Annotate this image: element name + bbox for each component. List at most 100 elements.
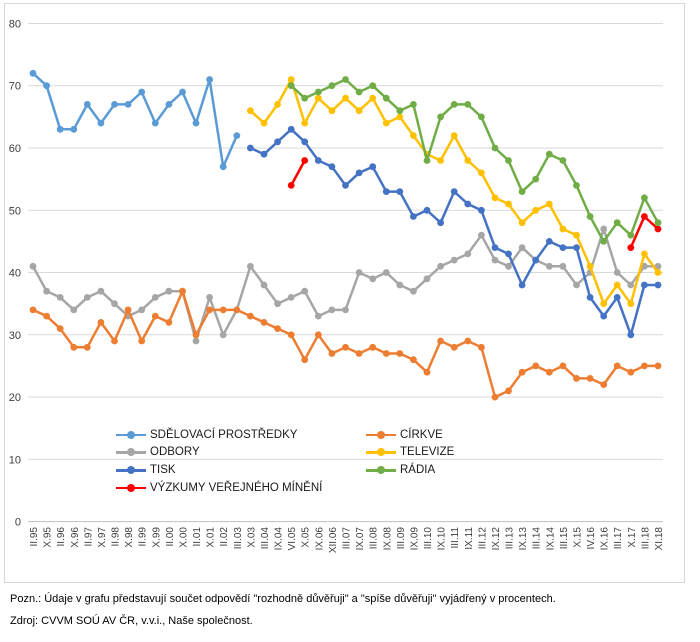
legend-item-radia: RÁDIA xyxy=(366,461,454,479)
series-point-sdelovaci-prostredky-X.97 xyxy=(97,119,105,127)
series-point-sdelovaci-prostredky-X.00 xyxy=(179,88,186,96)
series-point-odbory-IX.04 xyxy=(274,300,281,308)
series-point-televize-XI.18 xyxy=(654,269,662,276)
series-point-sdelovaci-prostredky-X.01 xyxy=(206,76,214,83)
x-tick-label-III.14: III.14 xyxy=(532,527,543,550)
legend-item-tisk: TISK xyxy=(116,461,322,479)
x-tick-label-IX.07: IX.07 xyxy=(355,527,366,551)
series-point-tisk-IX.16 xyxy=(600,312,608,320)
series-point-cirkve-II.96 xyxy=(56,325,64,332)
series-point-tisk-IX.08 xyxy=(382,188,390,196)
series-point-televize-VI.05 xyxy=(287,76,295,83)
series-point-sdelovaci-prostredky-II.01 xyxy=(192,119,200,127)
y-tick-label-20: 20 xyxy=(9,392,21,404)
series-point-radia-IX.09 xyxy=(410,101,417,108)
series-point-cirkve-IV.16 xyxy=(586,375,594,382)
series-point-televize-IX.04 xyxy=(274,101,281,108)
series-point-odbory-IX.07 xyxy=(355,269,363,276)
series-point-odbory-X.97 xyxy=(97,287,105,295)
x-tick-label-III.13: III.13 xyxy=(505,527,516,550)
x-tick-label-X.05: X.05 xyxy=(301,527,312,548)
x-tick-label-IV.16: IV.16 xyxy=(586,527,597,550)
series-point-odbory-IX.14 xyxy=(545,262,553,270)
series-point-cirkve-IX.13 xyxy=(518,368,526,376)
series-point-cirkve-X.97 xyxy=(97,319,105,326)
series-point-cirkve-II.99 xyxy=(138,337,146,345)
x-tick-label-X.99: X.99 xyxy=(151,527,162,548)
series-point-odbory-XI.18 xyxy=(654,262,662,270)
series-point-televize-IX.13 xyxy=(518,219,526,227)
footnotes: Pozn.: Údaje v grafu představují součet … xyxy=(10,593,690,637)
series-point-cirkve-II.95 xyxy=(29,306,37,314)
series-point-cirkve-II.00 xyxy=(165,319,173,326)
series-point-cirkve-X.00 xyxy=(179,287,186,295)
series-point-cirkve-III.04 xyxy=(260,319,268,326)
legend-dot-radia xyxy=(377,465,385,474)
x-tick-label-II.98: II.98 xyxy=(111,527,122,547)
series-point-cirkve-VI.05 xyxy=(287,331,295,339)
series-point-televize-XII.06 xyxy=(328,107,336,115)
series-point-odbory-X.17 xyxy=(627,281,635,289)
series-point-televize-III.07 xyxy=(342,94,349,102)
series-point-tisk-X.15 xyxy=(573,244,580,252)
series-point-cirkve-IX.07 xyxy=(355,350,363,357)
y-tick-label-10: 10 xyxy=(9,454,21,466)
series-point-radia-III.11 xyxy=(450,101,458,108)
y-tick-label-30: 30 xyxy=(9,330,21,342)
legend-column-2: CÍRKVE TELEVIZE RÁDIA xyxy=(366,426,454,479)
series-point-radia-III.14 xyxy=(532,175,540,183)
series-point-odbory-IX.12 xyxy=(491,256,499,264)
series-point-tisk-III.08 xyxy=(369,163,377,171)
legend-label-tisk: TISK xyxy=(150,463,176,476)
series-point-vyzkumy-verejneho-mineni-III.18 xyxy=(641,213,648,220)
series-point-cirkve-II.01 xyxy=(192,331,200,339)
series-point-televize-IV.16 xyxy=(586,262,594,270)
series-point-tisk-III.04 xyxy=(260,150,268,158)
x-tick-label-III.03: III.03 xyxy=(233,527,244,550)
legend-label-sdelovaci-prostredky: SDĚLOVACÍ PROSTŘEDKY xyxy=(150,428,298,441)
series-point-odbory-IX.13 xyxy=(518,244,526,252)
series-point-tisk-X.05 xyxy=(301,138,309,146)
x-tick-label-III.04: III.04 xyxy=(260,527,271,550)
footnote-note: Pozn.: Údaje v grafu představují součet … xyxy=(10,593,556,605)
series-point-tisk-XII.06 xyxy=(328,163,336,171)
series-point-cirkve-II.02 xyxy=(219,306,227,314)
series-point-radia-X.05 xyxy=(301,94,309,102)
x-tick-label-II.95: II.95 xyxy=(29,527,40,547)
series-point-cirkve-III.14 xyxy=(532,362,540,370)
series-point-tisk-III.09 xyxy=(396,188,404,196)
x-tick-label-IX.09: IX.09 xyxy=(409,527,420,551)
legend-marker-icon-sdelovaci-prostredky xyxy=(116,430,146,439)
series-point-sdelovaci-prostredky-X.95 xyxy=(43,82,50,90)
x-tick-label-XII.06: XII.06 xyxy=(328,527,339,554)
series-point-odbory-III.10 xyxy=(423,275,431,283)
series-point-cirkve-III.18 xyxy=(641,362,648,370)
series-point-tisk-IX.04 xyxy=(274,138,281,146)
series-point-cirkve-IX.04 xyxy=(274,325,281,332)
series-point-odbory-IX.09 xyxy=(410,287,417,295)
x-tick-label-IX.04: IX.04 xyxy=(274,527,285,551)
series-point-televize-IX.11 xyxy=(464,157,472,164)
x-tick-label-II.96: II.96 xyxy=(56,527,67,547)
legend-label-odbory: ODBORY xyxy=(150,446,200,459)
series-point-cirkve-X.95 xyxy=(43,312,50,320)
series-point-radia-IX.14 xyxy=(545,150,553,158)
y-tick-label-50: 50 xyxy=(9,205,21,217)
series-point-televize-III.08 xyxy=(369,94,377,102)
series-point-cirkve-III.17 xyxy=(613,362,621,370)
series-point-tisk-III.14 xyxy=(532,256,540,264)
legend-dot-vyzkumy-verejneho-mineni xyxy=(127,483,135,492)
series-point-televize-IX.10 xyxy=(437,157,444,164)
series-point-cirkve-X.98 xyxy=(124,306,132,314)
series-point-sdelovaci-prostredky-II.99 xyxy=(138,88,146,96)
series-point-radia-III.15 xyxy=(559,157,567,164)
series-point-televize-X.17 xyxy=(627,300,635,308)
x-tick-label-III.07: III.07 xyxy=(342,527,353,550)
series-point-televize-IX.07 xyxy=(355,107,363,115)
series-point-tisk-VI.05 xyxy=(287,125,295,133)
series-point-cirkve-X.99 xyxy=(151,312,159,320)
y-tick-label-0: 0 xyxy=(15,517,21,529)
series-point-cirkve-III.09 xyxy=(396,350,404,357)
x-tick-label-IX.11: IX.11 xyxy=(464,527,475,550)
